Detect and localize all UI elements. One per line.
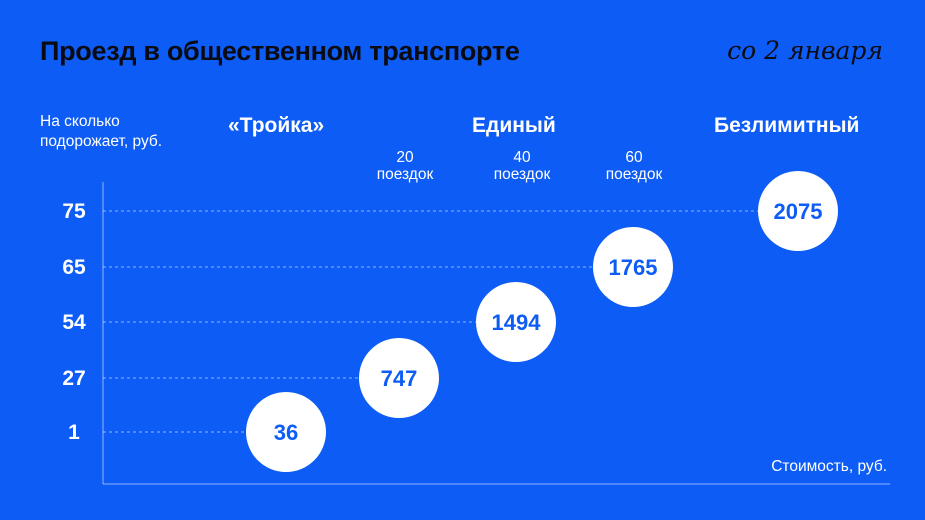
subgroup-unit: поездок (493, 166, 551, 183)
group-label-unlimited: Безлимитный (714, 114, 860, 137)
grid-lines (103, 210, 758, 433)
data-bubble (246, 392, 326, 472)
y-tick-label: 65 (62, 256, 86, 279)
data-bubbles: 36 747 1494 1765 2075 (246, 171, 838, 472)
data-label: 2075 (774, 199, 823, 224)
group-label-single: Единый (472, 114, 556, 137)
data-label: 1765 (609, 255, 658, 280)
y-tick-labels: 1 27 54 65 75 (62, 200, 86, 444)
subgroup-label-40: 40 поездок (467, 149, 577, 183)
data-bubble (359, 338, 439, 418)
subgroup-unit: поездок (605, 166, 663, 183)
subgroup-count: 40 (513, 149, 531, 166)
subgroup-label-60: 60 поездок (579, 149, 689, 183)
y-tick-label: 54 (62, 311, 86, 334)
data-label: 747 (381, 366, 418, 391)
chart-title: Проезд в общественном транспорте (40, 36, 520, 66)
y-tick-label: 75 (62, 200, 86, 223)
data-bubble (476, 282, 556, 362)
subgroup-label-20: 20 поездок (350, 149, 460, 183)
y-axis-label: На сколько подорожает, руб. (40, 113, 163, 150)
data-bubble (758, 171, 838, 251)
data-bubble (593, 227, 673, 307)
data-label: 1494 (492, 310, 542, 335)
data-label: 36 (274, 420, 298, 445)
y-tick-label: 27 (62, 367, 85, 390)
subgroup-count: 60 (625, 149, 643, 166)
subgroup-unit: поездок (376, 166, 434, 183)
x-axis-label: Стоимость, руб. (771, 458, 887, 475)
y-tick-label: 1 (68, 421, 80, 444)
date-label: со 2 января (727, 36, 883, 65)
subgroup-count: 20 (396, 149, 414, 166)
group-label-troika: «Тройка» (228, 114, 325, 137)
